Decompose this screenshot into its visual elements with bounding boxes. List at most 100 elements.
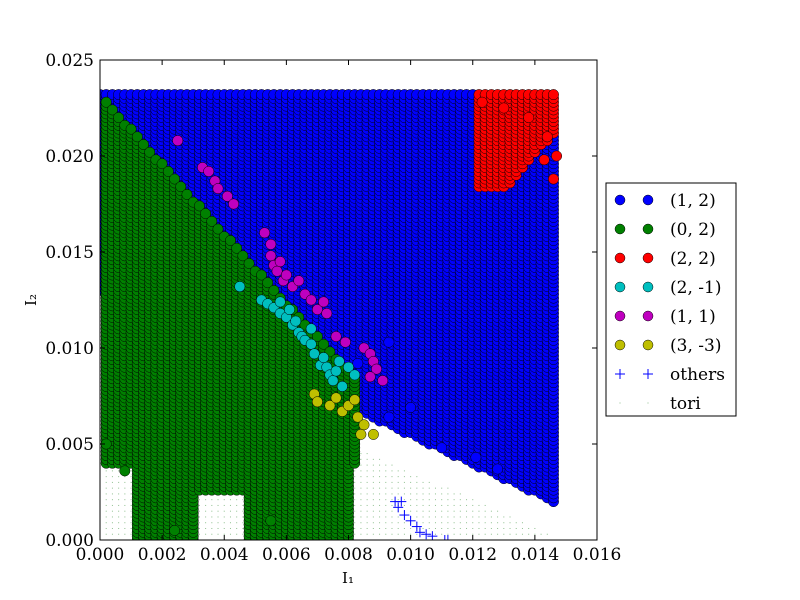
- tori-mark: [130, 516, 132, 518]
- tori-mark: [360, 481, 362, 483]
- tori-mark: [211, 522, 213, 524]
- tori-mark: [198, 499, 200, 501]
- tori-mark: [105, 522, 107, 524]
- tori-mark: [379, 481, 381, 483]
- tori-mark: [385, 516, 387, 518]
- tori-mark: [403, 533, 405, 535]
- tori-mark: [118, 499, 120, 501]
- tori-mark: [229, 522, 231, 524]
- tori-mark: [354, 481, 356, 483]
- tori-mark: [515, 533, 517, 535]
- tori-mark: [385, 499, 387, 501]
- tori-mark: [434, 533, 436, 535]
- tori-mark: [521, 527, 523, 529]
- tori-mark: [236, 504, 238, 506]
- tori-mark: [105, 493, 107, 495]
- tori-mark: [198, 510, 200, 512]
- tori-mark: [472, 527, 474, 529]
- tori-mark: [434, 493, 436, 495]
- tori-mark: [124, 481, 126, 483]
- tori-mark: [372, 487, 374, 489]
- tori-mark: [484, 510, 486, 512]
- tori-mark: [403, 522, 405, 524]
- tori-mark: [391, 464, 393, 466]
- tori-mark: [503, 533, 505, 535]
- tori-mark: [211, 499, 213, 501]
- tori-mark: [453, 533, 455, 535]
- tori-mark: [229, 533, 231, 535]
- tori-mark: [490, 533, 492, 535]
- tori-mark: [105, 487, 107, 489]
- tori-mark: [472, 516, 474, 518]
- tori-mark: [397, 522, 399, 524]
- tori-mark: [453, 504, 455, 506]
- tori-mark: [410, 487, 412, 489]
- tori-mark: [366, 476, 368, 478]
- tori-mark: [434, 516, 436, 518]
- tori-mark: [509, 516, 511, 518]
- tori-mark: [105, 510, 107, 512]
- tori-mark: [354, 527, 356, 529]
- tori-mark: [105, 499, 107, 501]
- tori-mark: [385, 487, 387, 489]
- tori-mark: [223, 499, 225, 501]
- tori-mark: [379, 522, 381, 524]
- tori-mark: [111, 481, 113, 483]
- tori-mark: [490, 522, 492, 524]
- tori-mark: [403, 470, 405, 472]
- tori-mark: [372, 516, 374, 518]
- tori-mark: [472, 510, 474, 512]
- tori-mark: [422, 510, 424, 512]
- tori-mark: [459, 499, 461, 501]
- tori-mark: [410, 527, 412, 529]
- tori-mark: [366, 458, 368, 460]
- tori-mark: [360, 470, 362, 472]
- tori-mark: [124, 527, 126, 529]
- tori-mark: [105, 470, 107, 472]
- tori-mark: [447, 516, 449, 518]
- tori-mark: [130, 510, 132, 512]
- tori-mark: [466, 510, 468, 512]
- tori-mark: [111, 493, 113, 495]
- tori-mark: [416, 516, 418, 518]
- tori-mark: [441, 527, 443, 529]
- tori-mark: [124, 516, 126, 518]
- tori-mark: [391, 533, 393, 535]
- tori-mark: [397, 527, 399, 529]
- tori-mark: [379, 533, 381, 535]
- tori-mark: [385, 470, 387, 472]
- tori-mark: [410, 499, 412, 501]
- tori-mark: [354, 499, 356, 501]
- tori-mark: [478, 527, 480, 529]
- tori-mark: [521, 522, 523, 524]
- tori-mark: [459, 510, 461, 512]
- tori-mark: [391, 504, 393, 506]
- tori-mark: [428, 499, 430, 501]
- tori-mark: [242, 516, 244, 518]
- tori-mark: [198, 516, 200, 518]
- tori-mark: [130, 481, 132, 483]
- tori-mark: [428, 516, 430, 518]
- tori-mark: [478, 533, 480, 535]
- tori-mark: [484, 533, 486, 535]
- tori-mark: [366, 522, 368, 524]
- tori-mark: [416, 533, 418, 535]
- tori-mark: [379, 516, 381, 518]
- tori-mark: [379, 470, 381, 472]
- tori-mark: [372, 493, 374, 495]
- tori-mark: [391, 481, 393, 483]
- tori-mark: [416, 476, 418, 478]
- tori-mark: [205, 533, 207, 535]
- tori-mark: [229, 516, 231, 518]
- tori-mark: [236, 499, 238, 501]
- tori-mark: [105, 533, 107, 535]
- tori-mark: [379, 493, 381, 495]
- tori-mark: [379, 458, 381, 460]
- tori-mark: [105, 476, 107, 478]
- tori-mark: [242, 522, 244, 524]
- tori-mark: [124, 533, 126, 535]
- tori-mark: [434, 527, 436, 529]
- tori-mark: [223, 510, 225, 512]
- tori-mark: [472, 504, 474, 506]
- tori-mark: [422, 504, 424, 506]
